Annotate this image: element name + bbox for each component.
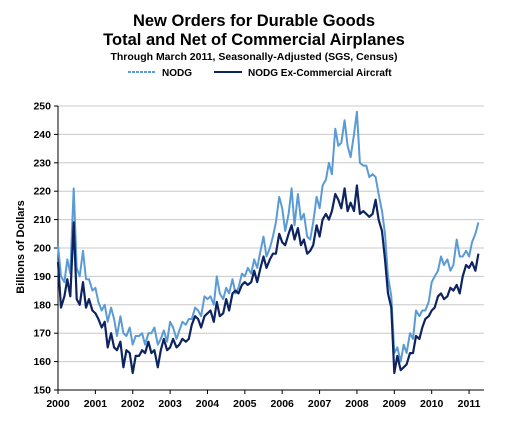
chart-subtitle: Through March 2011, Seasonally-Adjusted …	[110, 51, 398, 63]
x-tick-label-2001: 2001	[84, 398, 108, 410]
chart-title-line2: Total and Net of Commercial Airplanes	[103, 31, 405, 49]
y-tick-label-220: 220	[33, 186, 51, 198]
series-line-nodg	[57, 110, 480, 363]
x-tick-label-2008: 2008	[345, 398, 369, 410]
y-axis-label: Billions of Dollars	[15, 200, 27, 294]
legend-label-ex-aircraft: NODG Ex-Commercial Aircraft	[248, 68, 392, 79]
x-tick-label-2006: 2006	[271, 398, 295, 410]
series-line-ex-aircraft	[56, 184, 480, 375]
legend: NODG NODG Ex-Commercial Aircraft	[128, 68, 392, 79]
y-tick-label-240: 240	[33, 129, 51, 141]
y-tick-label-160: 160	[33, 356, 51, 368]
x-tick-label-2003: 2003	[158, 398, 182, 410]
x-tick-label-2004: 2004	[196, 398, 220, 410]
y-tick-label-170: 170	[33, 328, 51, 340]
y-tick-label-150: 150	[33, 385, 51, 397]
y-tick-label-250: 250	[33, 101, 51, 113]
x-tick-label-2005: 2005	[233, 398, 257, 410]
legend-label-nodg: NODG	[162, 68, 192, 79]
y-tick-label-190: 190	[33, 271, 51, 283]
x-tick-label-2009: 2009	[383, 398, 407, 410]
chart-title: New Orders for Durable Goods	[132, 12, 376, 30]
x-tick-label-2000: 2000	[46, 398, 70, 410]
x-tick-label-2007: 2007	[308, 398, 332, 410]
y-tick-label-210: 210	[33, 214, 51, 226]
y-tick-label-200: 200	[33, 243, 51, 255]
x-tick-label-2010: 2010	[420, 398, 444, 410]
y-tick-label-230: 230	[33, 157, 51, 169]
x-tick-label-2002: 2002	[121, 398, 145, 410]
x-tick-label-2011: 2011	[458, 398, 481, 410]
y-tick-label-180: 180	[33, 299, 51, 311]
